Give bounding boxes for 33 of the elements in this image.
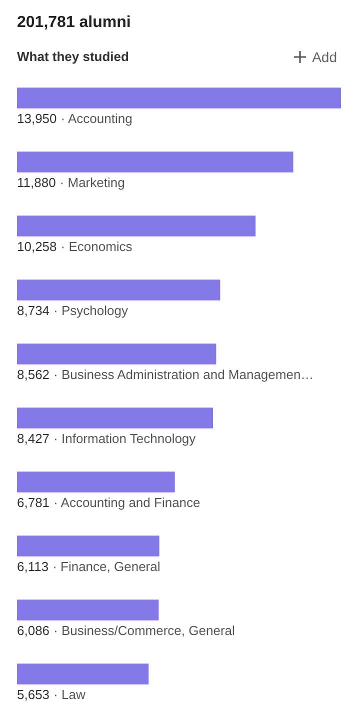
bar <box>17 344 216 364</box>
y-tick-label: · Business Administration and Managemen… <box>54 367 314 382</box>
data-label: 5,653 <box>17 687 50 702</box>
bar <box>17 664 149 684</box>
y-tick-label: · Information Technology <box>54 431 196 446</box>
data-label: 6,113 <box>17 559 49 574</box>
bar <box>17 280 220 300</box>
chart-subtitle: What they studied <box>17 49 129 64</box>
y-tick-label: · Psychology <box>54 303 128 318</box>
bar <box>17 600 159 620</box>
y-tick-label: · Business/Commerce, General <box>54 623 235 638</box>
data-label: 6,086 <box>17 623 50 638</box>
y-tick-label: · Marketing <box>60 175 125 190</box>
bar <box>17 88 341 108</box>
data-label: 10,258 <box>17 239 57 254</box>
data-label: 8,734 <box>17 303 50 318</box>
y-tick-label: · Accounting <box>60 111 132 126</box>
y-tick-label: · Finance, General <box>52 559 160 574</box>
data-label: 8,427 <box>17 431 50 446</box>
bar <box>17 408 214 428</box>
add-button[interactable]: Add <box>294 49 337 65</box>
y-tick-label: · Law <box>54 687 86 702</box>
bar <box>17 216 256 236</box>
data-label: 8,562 <box>17 367 50 382</box>
bar <box>17 152 294 172</box>
y-tick-label: · Economics <box>60 239 132 254</box>
data-label: 11,880 <box>17 175 56 190</box>
data-label: 6,781 <box>17 495 50 510</box>
data-label: 13,950 <box>17 111 57 126</box>
y-tick-label: · Accounting and Finance <box>54 495 200 510</box>
bar <box>17 472 175 492</box>
chart-title: 201,781 alumni <box>17 14 131 32</box>
bar <box>17 536 160 556</box>
